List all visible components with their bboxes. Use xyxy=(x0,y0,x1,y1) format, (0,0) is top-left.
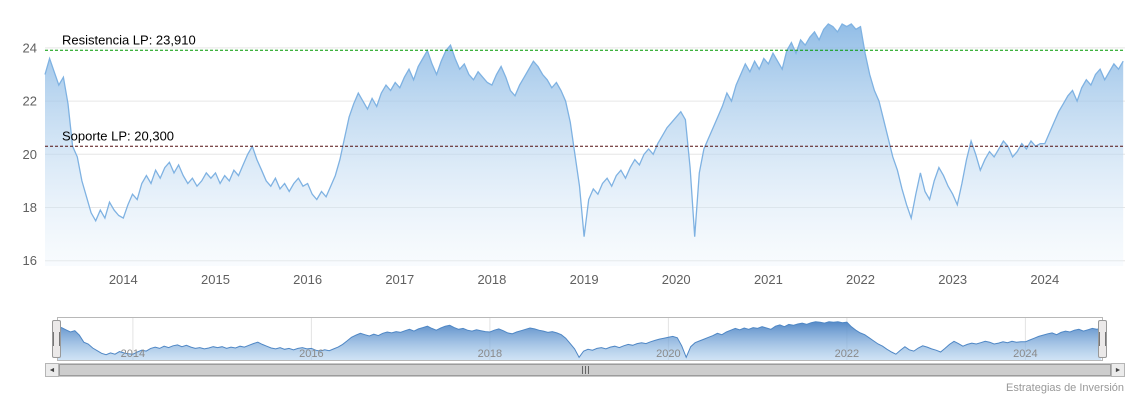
scrollbar-right-arrow[interactable]: ► xyxy=(1111,363,1125,377)
y-tick-label: 18 xyxy=(23,200,37,215)
navigator-area-fill xyxy=(57,321,1102,360)
navigator-year-label: 2022 xyxy=(835,348,859,360)
navigator-handle-right[interactable] xyxy=(1098,320,1107,358)
x-tick-label: 2019 xyxy=(570,272,599,287)
x-tick-label: 2016 xyxy=(293,272,322,287)
scrollbar[interactable]: ◄ ► xyxy=(45,363,1125,377)
scrollbar-left-arrow[interactable]: ◄ xyxy=(45,363,59,377)
x-tick-label: 2018 xyxy=(477,272,506,287)
y-tick-label: 16 xyxy=(23,253,37,268)
scrollbar-track[interactable] xyxy=(59,363,1111,377)
navigator-line xyxy=(56,321,1102,359)
y-tick-label: 24 xyxy=(23,40,37,55)
navigator-year-label: 2024 xyxy=(1013,348,1037,360)
price-line xyxy=(44,23,1124,237)
credits-link[interactable]: Estrategias de Inversión xyxy=(1005,382,1124,394)
x-tick-label: 2022 xyxy=(846,272,875,287)
x-tick-label: 2014 xyxy=(109,272,138,287)
navigator-year-label: 2016 xyxy=(299,348,323,360)
resistance-label: Resistencia LP: 23,910 xyxy=(62,32,196,47)
x-tick-label: 2017 xyxy=(385,272,414,287)
area-fill xyxy=(45,24,1124,266)
support-label: Soporte LP: 20,300 xyxy=(62,128,174,143)
x-tick-label: 2023 xyxy=(938,272,967,287)
navigator-year-label: 2014 xyxy=(121,348,145,360)
navigator-year-label: 2018 xyxy=(478,348,502,360)
navigator-year-label: 2020 xyxy=(656,348,680,360)
x-tick-label: 2024 xyxy=(1030,272,1059,287)
navigator-year-labels: 2014 2016 2018 2020 2022 2024 xyxy=(121,348,1038,360)
scrollbar-thumb[interactable] xyxy=(59,364,1111,376)
x-tick-label: 2020 xyxy=(662,272,691,287)
y-tick-label: 20 xyxy=(23,147,37,162)
handle-grip-icon xyxy=(1099,332,1106,346)
navigator-handle-left[interactable] xyxy=(52,320,61,358)
handle-grip-icon xyxy=(53,332,60,346)
x-tick-label: 2015 xyxy=(201,272,230,287)
x-tick-label: 2021 xyxy=(754,272,783,287)
scrollbar-grip-icon xyxy=(584,366,586,374)
x-axis-labels: 2014 2015 2016 2017 2018 2019 2020 2021 2022 2023… xyxy=(109,272,1059,287)
y-axis-labels: 16 18 20 22 24 xyxy=(23,40,37,268)
y-tick-label: 22 xyxy=(23,94,37,109)
navigator-chart[interactable]: 2014 2016 2018 2020 2022 2024 xyxy=(0,317,1132,361)
